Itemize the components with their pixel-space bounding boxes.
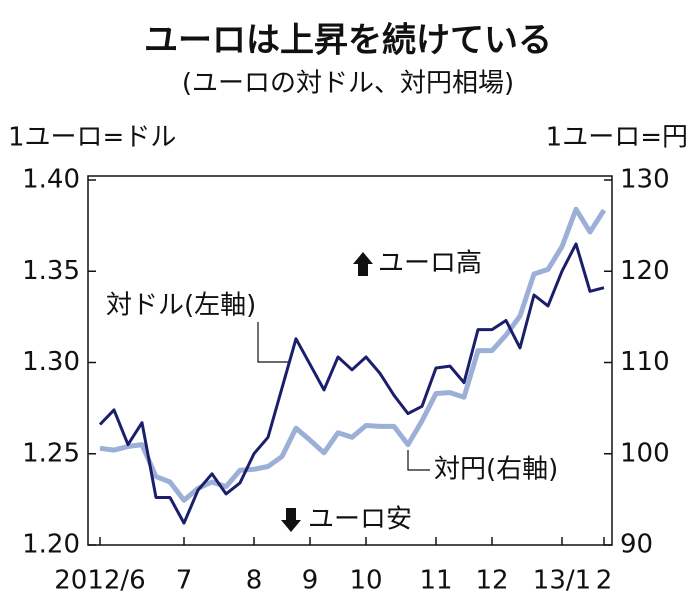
- x-tick-label: 7: [176, 566, 193, 596]
- x-tick-label: 12: [475, 566, 508, 596]
- leader-line: [407, 450, 430, 471]
- y-tick-label: 1.20: [22, 530, 80, 560]
- chart-title: ユーロは上昇を続けている: [144, 21, 552, 61]
- y2-tick-label: 100: [620, 438, 670, 468]
- y2-tick-label: 130: [620, 165, 670, 195]
- up-arrow: [353, 252, 373, 276]
- data-line: [98, 242, 605, 525]
- y-tick-label: 1.25: [22, 438, 80, 468]
- chart-subtitle: (ユーロの対ドル、対円相場): [182, 69, 514, 99]
- y-tick-label: 1.40: [22, 165, 80, 195]
- x-tick-label: 2012/6: [54, 566, 145, 596]
- down-arrow: [281, 508, 301, 532]
- y-tick-label: 1.35: [22, 256, 80, 286]
- x-tick-label: 13/1: [533, 566, 591, 596]
- x-tick-label: 8: [246, 566, 263, 596]
- y-axis-label: 1ユーロ=ドル: [8, 123, 176, 153]
- y2-axis-label: 1ユーロ=円: [546, 123, 688, 153]
- leader-line: [257, 322, 290, 363]
- x-tick-label: 9: [302, 566, 319, 596]
- data-line: [99, 206, 607, 503]
- y2-tick-label: 90: [620, 530, 653, 560]
- x-tick-label: 2: [596, 566, 613, 596]
- y2-tick-label: 110: [620, 347, 670, 377]
- y-tick-label: 1.30: [22, 347, 80, 377]
- x-tick-label: 11: [419, 566, 452, 596]
- annotation: ユーロ高: [378, 249, 482, 279]
- x-tick-label: 10: [349, 566, 382, 596]
- series-label: 対円(右軸): [434, 455, 558, 485]
- y2-tick-label: 120: [620, 256, 670, 286]
- series-label: 対ドル(左軸): [106, 291, 256, 321]
- plot-frame: [87, 175, 613, 546]
- annotation: ユーロ安: [308, 505, 412, 535]
